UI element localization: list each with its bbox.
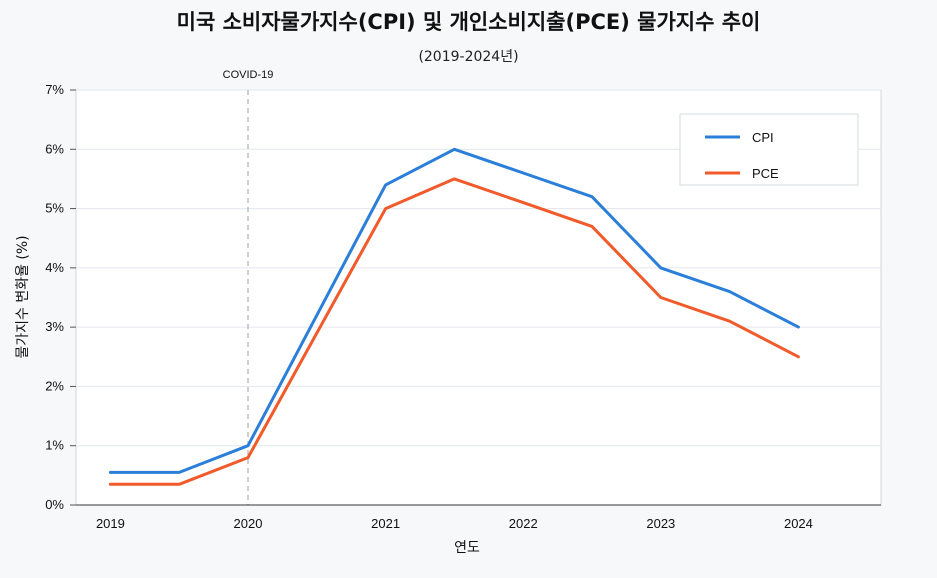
chart-subtitle: (2019-2024년) [418,49,519,65]
y-tick-label: 1% [45,438,64,453]
x-tick-label: 2022 [509,516,538,531]
y-axis: 0% 1% 2% 3% 4% 5% 6% 7% [45,82,76,512]
legend-label-cpi: CPI [752,130,774,145]
x-axis-title: 연도 [454,540,480,556]
y-tick-label: 7% [45,82,64,97]
x-tick-label: 2019 [96,516,125,531]
x-tick-label: 2024 [784,516,813,531]
annotation-layer: COVID-19 [223,69,274,505]
legend: CPI PCE [679,113,859,186]
x-tick-label: 2021 [371,516,400,531]
y-tick-label: 0% [45,497,64,512]
y-tick-label: 5% [45,201,64,216]
series-layer [108,147,800,486]
y-tick-label: 4% [45,260,64,275]
chart-title: 미국 소비자물가지수(CPI) 및 개인소비지출(PCE) 물가지수 추이 [176,10,761,34]
y-tick-label: 3% [45,319,64,334]
x-tick-label: 2020 [234,516,263,531]
y-axis-title: 물가지수 변화율 (%) [15,235,31,358]
covid-annotation-label: COVID-19 [223,69,274,81]
x-tick-label: 2023 [646,516,675,531]
cpi-series-line [108,147,800,474]
y-tick-label: 2% [45,378,64,393]
legend-label-pce: PCE [752,166,779,181]
x-axis: 2019 2020 2021 2022 2023 2024 [76,504,881,531]
pce-series-line [108,177,800,486]
y-tick-label: 6% [45,141,64,156]
